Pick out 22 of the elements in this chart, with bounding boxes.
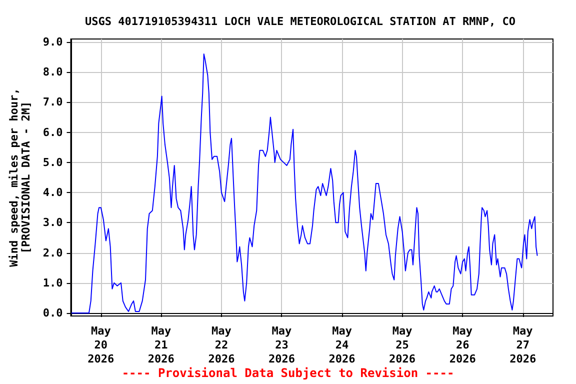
x-tick-label: May 21 2026 — [148, 324, 175, 366]
y-axis-title: Wind speed, miles per hour, [PROVISIONAL DATA - 2M] — [8, 88, 32, 267]
x-tick-label: May 22 2026 — [208, 324, 236, 366]
y-tick-label: 1.0 — [42, 276, 63, 290]
y-tick-label: 2.0 — [42, 246, 63, 260]
x-tick-label: May 25 2026 — [389, 324, 416, 366]
text: ---- Provisional Data Subject to Revision ---- — [122, 366, 454, 380]
y-tick-label: 0.0 — [42, 306, 63, 320]
x-tick-label: May 27 2026 — [510, 324, 536, 366]
x-tick-label: May 23 2026 — [268, 324, 296, 366]
line-series — [70, 54, 538, 314]
x-tick-label: May 24 2026 — [328, 324, 356, 366]
chart-title: USGS 401719105394311 LOCH VALE METEOROLOGICAL STATION AT RMNP, CO — [85, 15, 516, 28]
x-tick-label: May 20 2026 — [88, 324, 115, 366]
y-tick-label: 9.0 — [42, 36, 63, 49]
y-tick-label: 3.0 — [42, 216, 63, 230]
y-tick-label: 5.0 — [42, 156, 63, 169]
y-tick-label: 7.0 — [42, 96, 63, 109]
y-tick-label: 8.0 — [42, 66, 63, 79]
y-tick-label: 4.0 — [42, 186, 63, 200]
x-tick-label: May 26 2026 — [449, 324, 476, 366]
y-tick-label: 6.0 — [42, 126, 63, 139]
